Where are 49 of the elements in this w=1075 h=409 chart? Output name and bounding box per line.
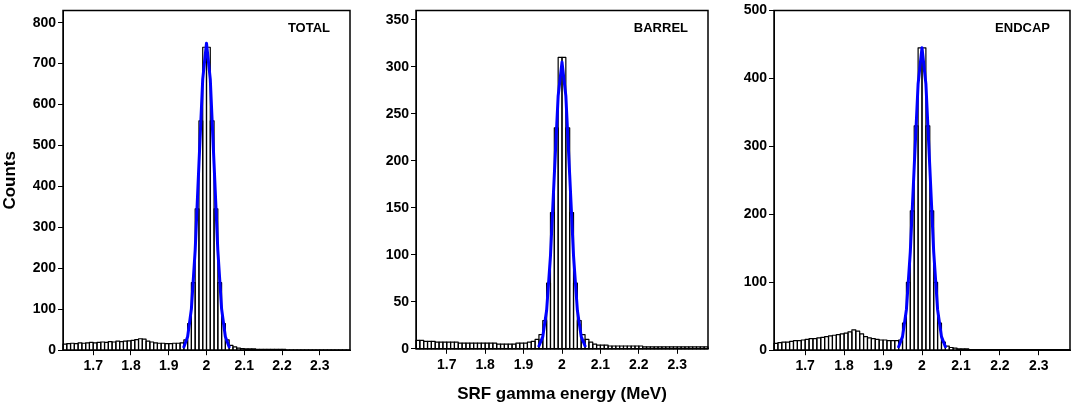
x-tick-label: 1.8	[475, 356, 496, 373]
x-tick-label: 2.2	[272, 357, 292, 374]
y-tick-label: 600	[32, 95, 57, 112]
y-tick-label: 400	[743, 69, 768, 86]
x-tick-label: 1.9	[513, 356, 534, 373]
x-tick-label: 2	[918, 357, 927, 374]
y-tick-label: 500	[32, 136, 57, 153]
y-tick-label: 0	[401, 339, 410, 356]
x-tick-label: 2.1	[234, 357, 255, 374]
x-tick-label: 1.8	[834, 357, 855, 374]
y-tick-label: 100	[32, 300, 57, 317]
x-tick-label: 1.9	[873, 357, 893, 374]
y-tick-label: 100	[385, 245, 410, 262]
x-tick-label: 2.2	[629, 356, 649, 373]
y-tick-label: 200	[385, 151, 410, 168]
y-tick-label: 300	[743, 137, 768, 154]
y-tick-label: 300	[32, 218, 57, 235]
x-tick-label: 2.1	[951, 357, 971, 374]
x-tick-label: 1.7	[83, 357, 104, 374]
x-axis-title: SRF gamma energy (MeV)	[457, 384, 667, 404]
y-tick-label: 200	[743, 205, 768, 222]
y-tick-label: 200	[32, 259, 57, 276]
x-tick-label: 2	[202, 357, 211, 374]
y-tick-label: 0	[48, 341, 57, 358]
x-tick-label: 2	[558, 356, 567, 373]
x-tick-label: 2.3	[310, 357, 330, 374]
annotation: TOTAL	[287, 20, 331, 36]
annotation: BARREL	[633, 20, 689, 36]
y-tick-label: 150	[385, 198, 410, 215]
x-tick-label: 1.7	[437, 356, 457, 373]
y-tick-label: 300	[385, 57, 410, 74]
x-tick-label: 2.2	[990, 357, 1010, 374]
y-tick-label: 700	[32, 54, 57, 71]
annotation: ENDCAP	[995, 20, 1051, 36]
y-tick-label: 50	[393, 292, 410, 309]
y-tick-label: 800	[32, 13, 57, 30]
y-tick-label: 500	[743, 1, 768, 18]
x-tick-label: 2.1	[590, 356, 611, 373]
y-tick-label: 100	[743, 273, 768, 290]
y-tick-label: 350	[385, 10, 410, 27]
x-tick-label: 2.3	[667, 356, 688, 373]
x-tick-label: 1.8	[121, 357, 141, 374]
y-tick-label: 250	[385, 104, 410, 121]
x-tick-label: 1.7	[795, 357, 816, 374]
x-tick-label: 2.3	[1029, 357, 1049, 374]
y-tick-label: 400	[32, 177, 57, 194]
y-tick-label: 0	[759, 341, 768, 358]
y-axis-title: Counts	[0, 151, 19, 210]
x-tick-label: 1.9	[159, 357, 179, 374]
